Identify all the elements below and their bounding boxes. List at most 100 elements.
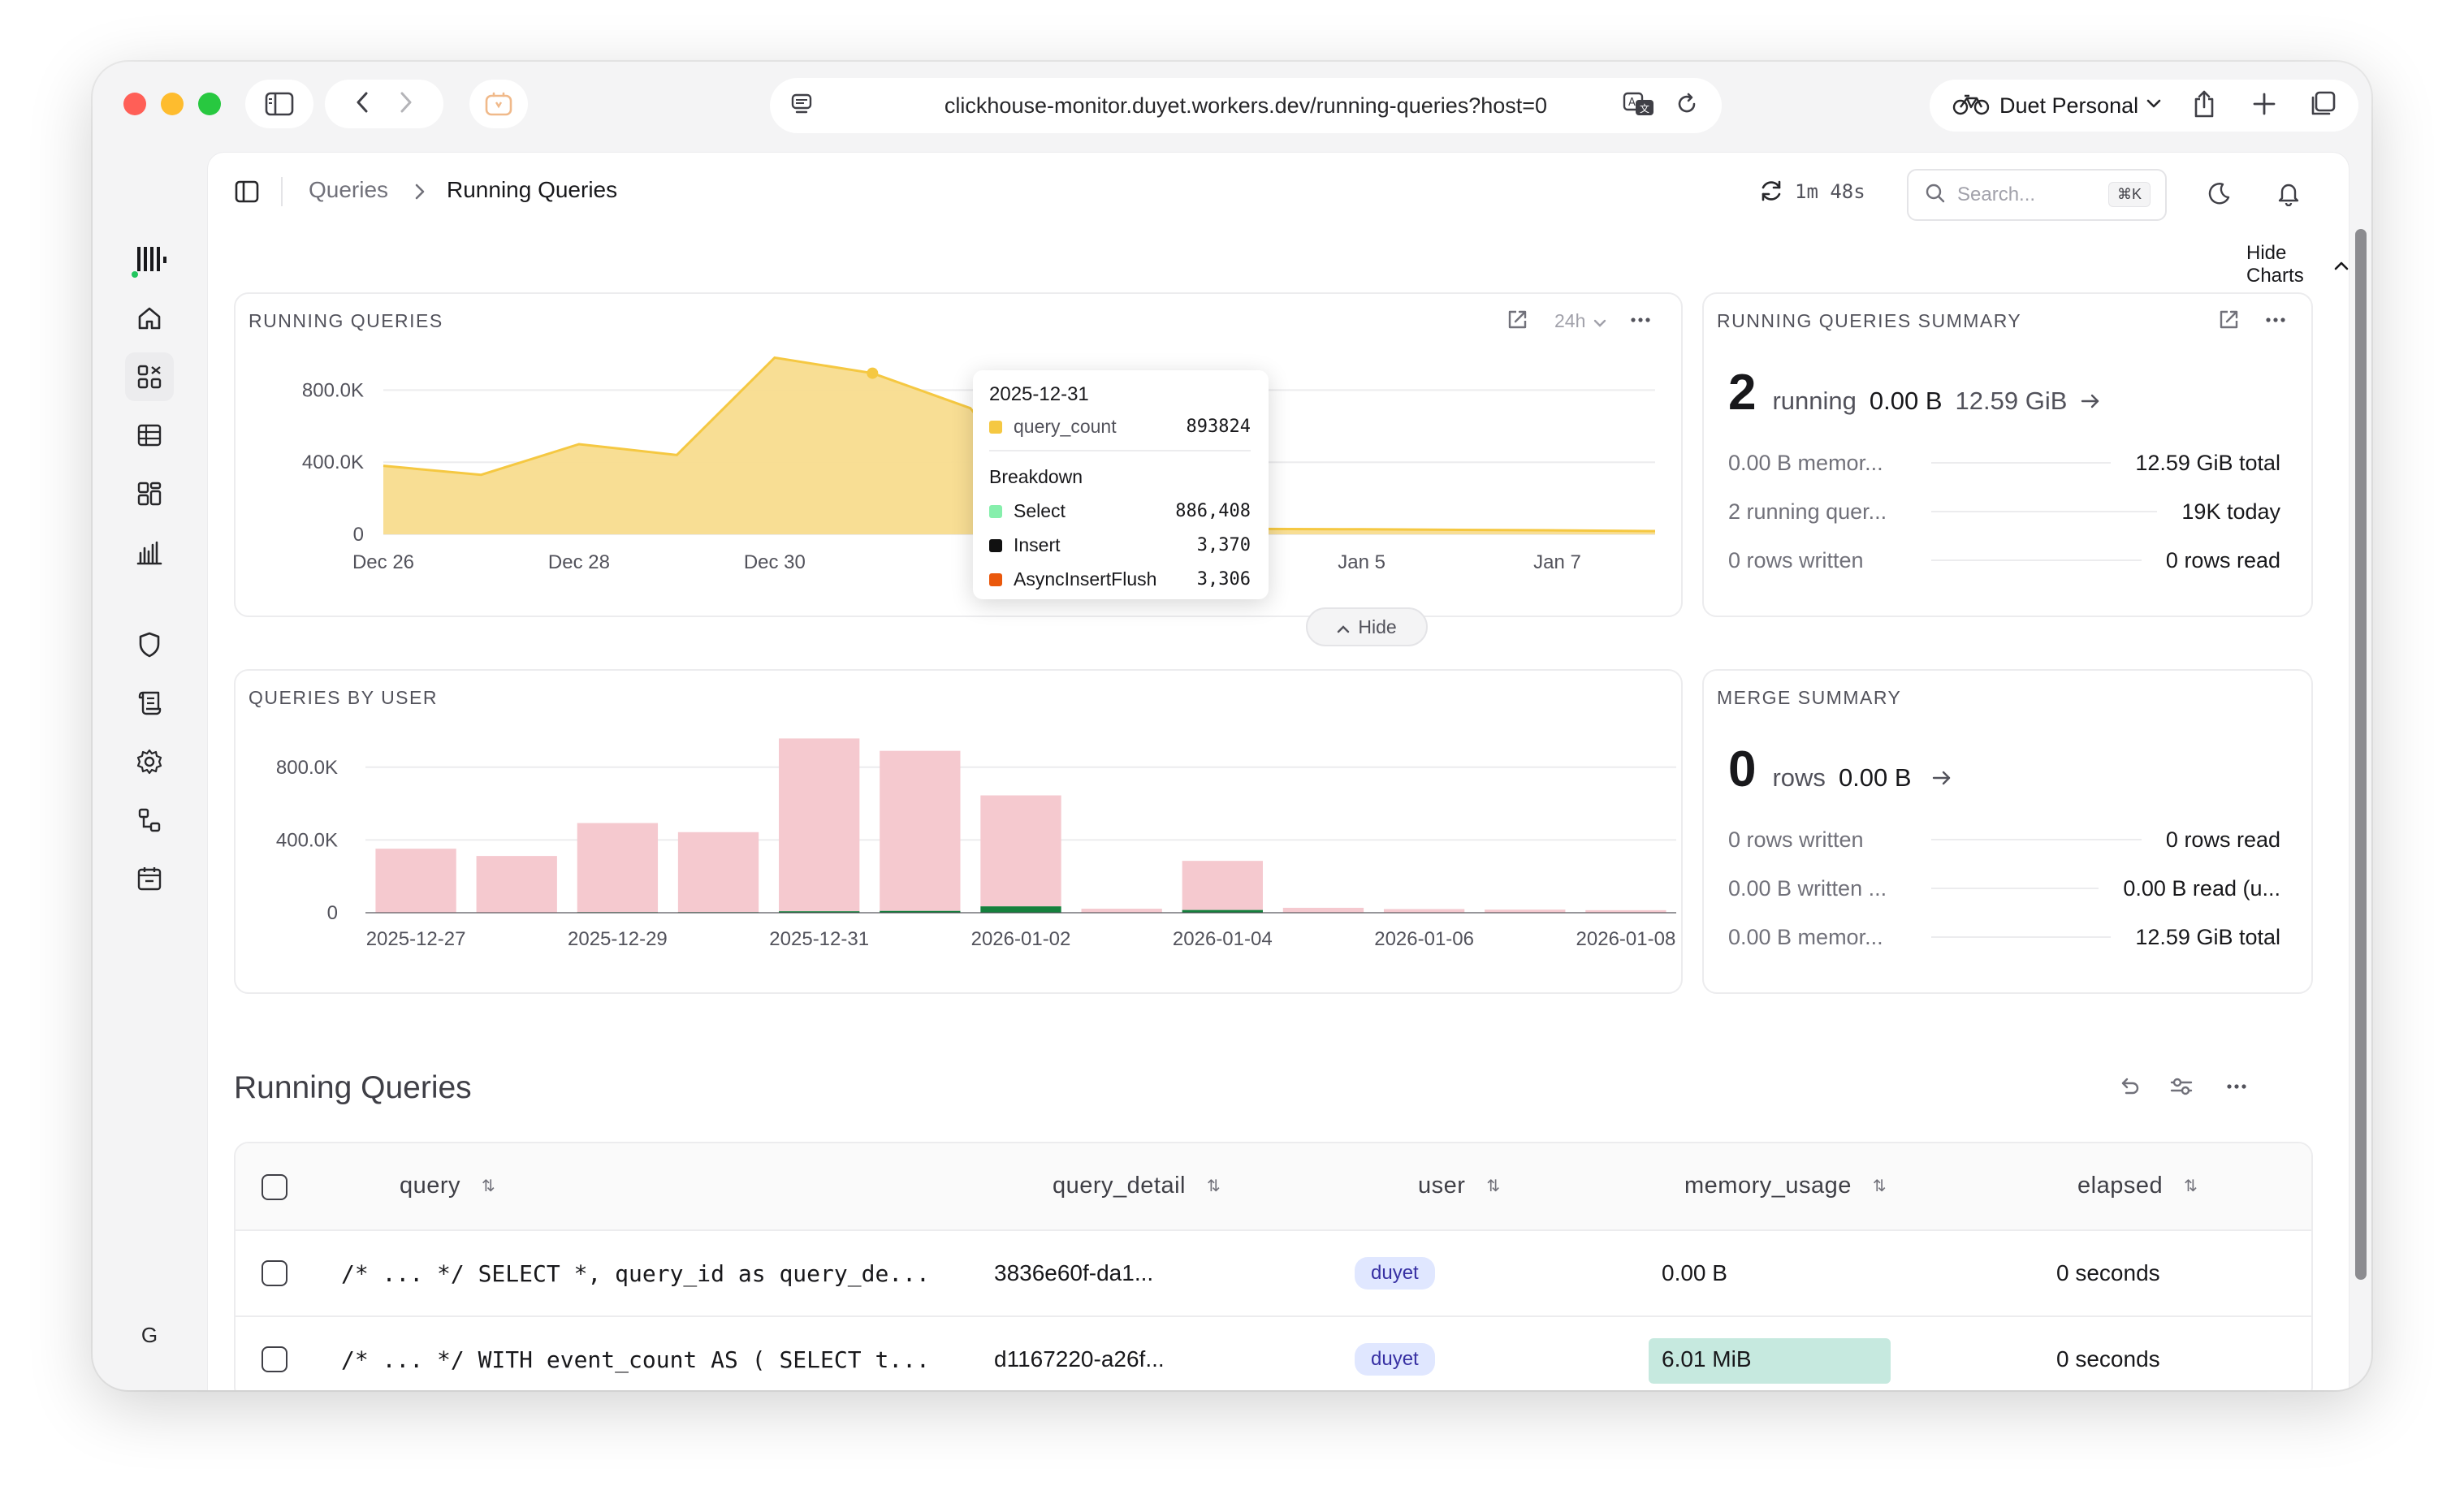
share-icon[interactable] [2186, 86, 2222, 122]
column-header-elapsed[interactable]: elapsed ⇅ [2077, 1173, 2198, 1199]
arrow-right-icon[interactable] [2080, 393, 2101, 413]
column-header-memory-usage[interactable]: memory_usage ⇅ [1684, 1173, 1887, 1199]
summary-row-right: 0 rows read [2165, 547, 2280, 572]
arrow-right-icon[interactable] [1931, 770, 1952, 790]
legend-swatch [989, 504, 1002, 518]
cell-query[interactable]: /* ... */ SELECT *, query_id as query_de… [341, 1260, 930, 1287]
sidebar-toggle-icon[interactable] [232, 177, 262, 206]
merge-row: 0.00 B memor... 12.59 GiB total [1728, 921, 2280, 953]
home-icon[interactable] [125, 294, 174, 343]
user-badge: duyet [1355, 1343, 1435, 1376]
cell-elapsed: 0 seconds [2056, 1346, 2160, 1372]
tooltip-item-name: AsyncInsertFlush [1014, 568, 1157, 590]
cell-query[interactable]: /* ... */ WITH event_count AS ( SELECT t… [341, 1346, 930, 1373]
bar [577, 823, 659, 913]
bar [880, 750, 961, 911]
cell-query-detail[interactable]: d1167220-a26f... [994, 1346, 1165, 1372]
notifications-icon[interactable] [2272, 177, 2305, 210]
range-label: 24h [1554, 310, 1586, 331]
hide-chart-button[interactable]: Hide [1306, 607, 1428, 646]
more-options-icon[interactable] [1626, 305, 1655, 335]
memory-usage-bar [1649, 1338, 1891, 1384]
x-tick-label: 2026-01-06 [1374, 928, 1474, 950]
scrollbar[interactable] [2355, 229, 2367, 1280]
sort-icon: ⇅ [1872, 1177, 1887, 1195]
bar [980, 906, 1061, 913]
chevron-down-icon [1593, 310, 1606, 332]
tab-overview-icon[interactable] [2305, 86, 2341, 122]
more-options-icon[interactable] [2261, 305, 2290, 335]
bicycle-icon [1952, 92, 1990, 120]
open-chart-icon[interactable] [1502, 305, 1532, 335]
search-placeholder: Search... [1957, 184, 2036, 205]
tooltip-item-name: Insert [1014, 534, 1061, 555]
column-header-user[interactable]: user ⇅ [1418, 1173, 1501, 1199]
tables-icon[interactable] [125, 411, 174, 460]
filter-settings-icon[interactable] [2165, 1070, 2198, 1103]
settings-icon[interactable] [125, 737, 174, 786]
reload-icon[interactable] [1675, 92, 1699, 120]
profile-button[interactable]: Duet Personal [1930, 80, 2358, 132]
new-tab-icon[interactable] [2246, 86, 2282, 122]
close-window-button[interactable] [123, 93, 146, 115]
address-bar[interactable]: clickhouse-monitor.duyet.workers.dev/run… [770, 78, 1722, 133]
maximize-window-button[interactable] [198, 93, 221, 115]
table-row[interactable]: /* ... */ SELECT *, query_id as query_de… [236, 1231, 2311, 1317]
logs-icon[interactable] [125, 679, 174, 728]
cell-memory-usage: 0.00 B [1662, 1260, 1727, 1285]
merge-headline: 0 rows 0.00 B [1728, 741, 1952, 798]
merge-bytes: 0.00 B [1838, 763, 1912, 792]
tooltip-metric-value: 893824 [1186, 417, 1251, 437]
page-settings-icon[interactable] [789, 92, 814, 120]
summary-row-left: 2 running quer... [1728, 499, 1887, 524]
refresh-icon[interactable] [1757, 177, 1785, 205]
merge-row-left: 0.00 B written ... [1728, 875, 1887, 901]
user-badge: duyet [1355, 1257, 1435, 1290]
column-label: memory_usage [1684, 1173, 1852, 1199]
cluster-icon[interactable] [125, 796, 174, 845]
bar [980, 795, 1061, 907]
page-title: Running Queries [447, 177, 618, 202]
svg-text:A: A [1628, 97, 1636, 109]
breadcrumb-parent[interactable]: Queries [309, 177, 389, 202]
hide-charts-toggle[interactable]: Hide Charts [2246, 242, 2349, 287]
x-tick-label: 2025-12-29 [568, 928, 668, 950]
cell-query-detail[interactable]: 3836e60f-da1... [994, 1260, 1154, 1285]
back-icon[interactable] [356, 91, 369, 118]
theme-toggle-icon[interactable] [2202, 177, 2235, 210]
merge-count: 0 [1728, 741, 1757, 797]
extension-icon[interactable] [469, 80, 528, 128]
logo-icon[interactable] [125, 237, 174, 286]
open-summary-icon[interactable] [2214, 305, 2243, 335]
metrics-icon[interactable] [125, 528, 174, 577]
column-label: query_detail [1053, 1173, 1186, 1199]
row-checkbox[interactable] [262, 1260, 287, 1286]
merge-row-left: 0.00 B memor... [1728, 924, 1883, 949]
row-checkbox[interactable] [262, 1346, 287, 1372]
table-row[interactable]: /* ... */ WITH event_count AS ( SELECT t… [236, 1317, 2311, 1390]
queries-by-user-bar-chart: 0 400.0K 800.0K 2025-12-27 2025-12-29 2025-12… [276, 738, 1676, 950]
breadcrumb-chevron-icon [414, 180, 426, 206]
more-options-icon[interactable] [2220, 1070, 2253, 1103]
svg-text:文: 文 [1640, 102, 1649, 114]
column-header-query[interactable]: query ⇅ [400, 1173, 495, 1199]
range-select[interactable]: 24h [1554, 310, 1606, 332]
column-header-query-detail[interactable]: query_detail ⇅ [1053, 1173, 1221, 1199]
archive-icon[interactable] [125, 854, 174, 903]
merge-count-label: rows [1772, 763, 1826, 792]
minimize-window-button[interactable] [161, 93, 184, 115]
bar [375, 849, 456, 913]
running-queries-table: query ⇅ query_detail ⇅ user ⇅ memory_usage ⇅… [234, 1142, 2313, 1390]
reset-icon[interactable] [2113, 1070, 2146, 1103]
summary-row-left: 0.00 B memor... [1728, 450, 1883, 475]
avatar[interactable]: G [140, 1322, 158, 1347]
queries-icon[interactable] [125, 352, 174, 401]
dashboards-icon[interactable] [125, 469, 174, 518]
security-icon[interactable] [125, 620, 174, 669]
sidebar-toggle-icon[interactable] [245, 80, 313, 128]
forward-icon[interactable] [400, 91, 413, 118]
search-input[interactable]: Search... ⌘K [1907, 169, 2167, 221]
merge-row-right: 0 rows read [2165, 827, 2280, 852]
select-all-checkbox[interactable] [262, 1174, 287, 1200]
